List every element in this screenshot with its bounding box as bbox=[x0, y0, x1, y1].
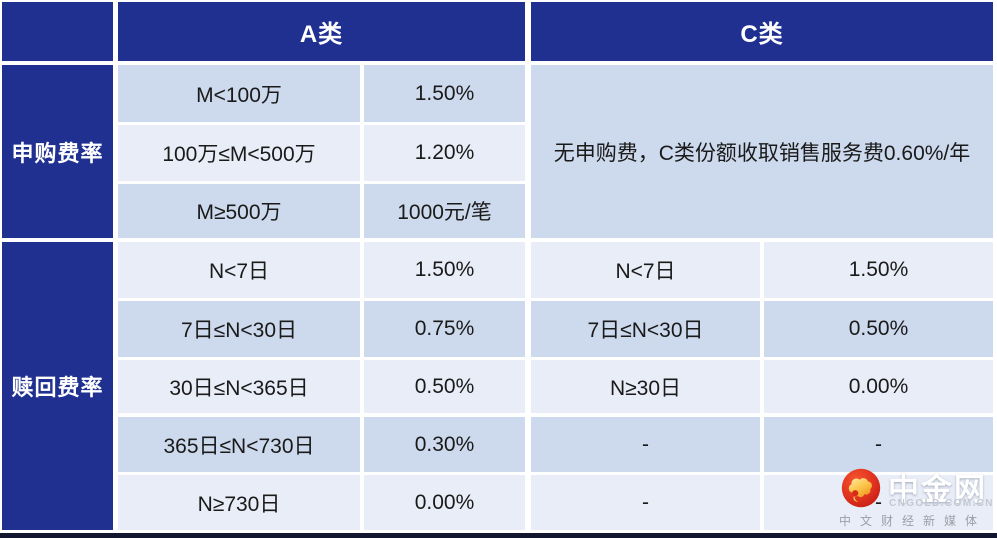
cell-red-a-rate-2: 0.75% bbox=[364, 301, 525, 357]
cell-red-c-rate-2: 0.50% bbox=[764, 301, 993, 357]
cell-red-c-rate-1: 1.50% bbox=[764, 242, 993, 298]
cell-red-a-rate-4: 0.30% bbox=[364, 417, 525, 472]
cell-red-c-rate-3: 0.00% bbox=[764, 360, 993, 413]
cell-red-a-cond-3: 30日≤N<365日 bbox=[118, 360, 360, 413]
cell-red-a-cond-5: N≥730日 bbox=[118, 475, 360, 530]
cell-red-c-rate-4: - bbox=[764, 417, 993, 472]
cell-red-a-rate-3: 0.50% bbox=[364, 360, 525, 413]
cell-sub-a-rate-2: 1.20% bbox=[364, 125, 525, 181]
cell-red-c-rate-5: - bbox=[764, 475, 993, 530]
cell-sub-c-note: 无申购费，C类份额收取销售服务费0.60%/年 bbox=[531, 65, 993, 238]
cell-red-c-cond-1: N<7日 bbox=[531, 242, 760, 298]
cell-red-c-cond-5: - bbox=[531, 475, 760, 530]
cell-red-c-cond-3: N≥30日 bbox=[531, 360, 760, 413]
column-header-class-c: C类 bbox=[531, 2, 993, 61]
cell-sub-a-rate-3: 1000元/笔 bbox=[364, 184, 525, 238]
cell-sub-a-rate-1: 1.50% bbox=[364, 65, 525, 122]
table-bottom-rule bbox=[0, 533, 997, 538]
row-header-subscription-fee: 申购费率 bbox=[2, 65, 113, 238]
cell-red-c-cond-2: 7日≤N<30日 bbox=[531, 301, 760, 357]
cell-red-a-rate-5: 0.00% bbox=[364, 475, 525, 530]
cell-red-a-cond-2: 7日≤N<30日 bbox=[118, 301, 360, 357]
row-header-redemption-fee: 赎回费率 bbox=[2, 242, 113, 530]
cell-red-a-rate-1: 1.50% bbox=[364, 242, 525, 298]
table-corner-cell bbox=[2, 2, 113, 61]
column-header-class-a: A类 bbox=[118, 2, 525, 61]
cell-sub-a-cond-2: 100万≤M<500万 bbox=[118, 125, 360, 181]
cell-red-a-cond-1: N<7日 bbox=[118, 242, 360, 298]
cell-red-a-cond-4: 365日≤N<730日 bbox=[118, 417, 360, 472]
cell-sub-a-cond-3: M≥500万 bbox=[118, 184, 360, 238]
cell-sub-a-cond-1: M<100万 bbox=[118, 65, 360, 122]
cell-red-c-cond-4: - bbox=[531, 417, 760, 472]
